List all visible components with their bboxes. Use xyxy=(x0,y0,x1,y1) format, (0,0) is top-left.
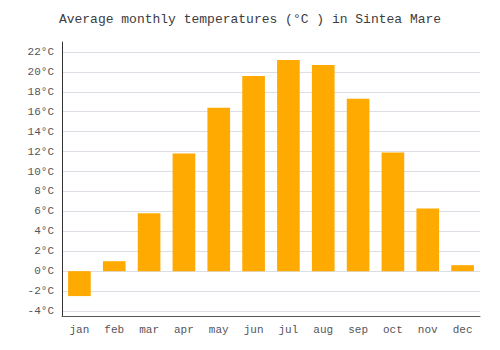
svg-text:4°C: 4°C xyxy=(34,225,54,237)
svg-text:-2°C: -2°C xyxy=(28,285,55,297)
svg-text:0°C: 0°C xyxy=(34,265,54,277)
svg-text:2°C: 2°C xyxy=(34,245,54,257)
svg-text:feb: feb xyxy=(104,324,124,336)
svg-text:jun: jun xyxy=(244,324,264,336)
svg-text:aug: aug xyxy=(313,324,333,336)
svg-text:18°C: 18°C xyxy=(28,86,55,98)
svg-text:22°C: 22°C xyxy=(28,46,55,58)
svg-text:may: may xyxy=(209,324,229,336)
svg-text:mar: mar xyxy=(139,324,159,336)
svg-text:14°C: 14°C xyxy=(28,126,55,138)
svg-text:jul: jul xyxy=(279,324,299,336)
svg-text:sep: sep xyxy=(348,324,368,336)
svg-text:20°C: 20°C xyxy=(28,66,55,78)
svg-text:nov: nov xyxy=(418,324,438,336)
svg-text:8°C: 8°C xyxy=(34,185,54,197)
svg-text:12°C: 12°C xyxy=(28,146,55,158)
svg-text:dec: dec xyxy=(453,324,473,336)
svg-text:Average monthly temperatures (: Average monthly temperatures (°C ) in Si… xyxy=(59,12,441,27)
svg-text:6°C: 6°C xyxy=(34,205,54,217)
svg-text:jan: jan xyxy=(70,324,90,336)
svg-text:16°C: 16°C xyxy=(28,106,55,118)
svg-text:10°C: 10°C xyxy=(28,166,55,178)
svg-text:oct: oct xyxy=(383,324,403,336)
svg-text:-4°C: -4°C xyxy=(28,305,55,317)
svg-text:apr: apr xyxy=(174,324,194,336)
